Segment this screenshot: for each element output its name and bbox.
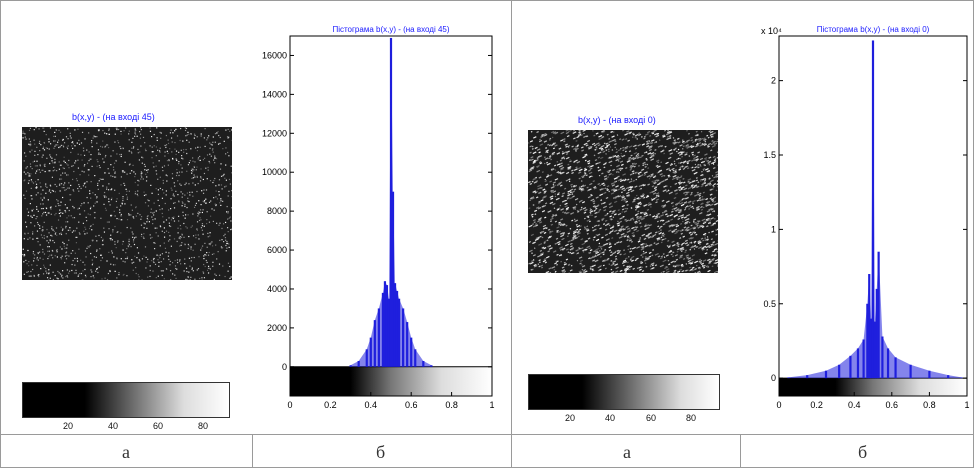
axes-box: [289, 35, 493, 397]
y-tick-label: 0: [771, 373, 776, 383]
histogram-chart-0: 0 0.5 1 1.5 2 0 0.2 0.4 0.6 0.8 1 Пістограма b(x,y)…: [761, 25, 970, 410]
x-tick-label: 0.4: [848, 400, 861, 410]
colorbar-tick: 20: [565, 413, 576, 423]
image-title: b(x,y) - (на вході 45): [72, 112, 155, 122]
histogram-bar: [787, 377, 790, 379]
colorbar-tick: 40: [108, 421, 119, 431]
y-tick-label: 6000: [267, 245, 287, 255]
colorbar: [528, 374, 720, 410]
x-tick-label: 1: [489, 400, 494, 410]
colorbar-tick: 60: [646, 413, 657, 423]
x-tick-label: 0.6: [405, 400, 418, 410]
y-tick-label: 14000: [262, 89, 287, 99]
colorbar-tick: 80: [686, 413, 697, 423]
image-title: b(x,y) - (на вході 0): [578, 115, 656, 125]
gray-strip: [290, 366, 492, 396]
colorbar-tick: 80: [198, 421, 209, 431]
x-tick-label: 0.4: [365, 400, 378, 410]
caption-a: а: [623, 442, 631, 462]
x-tick-label: 0.6: [886, 400, 899, 410]
chart-title: Пістограма b(x,y) - (на вході 45): [332, 25, 449, 34]
x-tick-label: 0.2: [810, 400, 823, 410]
divider: [252, 434, 253, 468]
histogram-chart-45: 0 2000 4000 6000 8000 10000 12000 14000 16000 0 0.…: [262, 25, 495, 410]
y-tick-label: 12000: [262, 128, 287, 138]
noise-image: [22, 127, 232, 280]
axes-box: [778, 35, 968, 397]
x-tick-label: 0.8: [923, 400, 936, 410]
caption-b: б: [858, 442, 868, 462]
y-tick-label: 0.5: [763, 299, 776, 309]
y-tick-label: 0: [282, 362, 287, 372]
colorbar: [22, 382, 230, 418]
y-tick-label: 2: [771, 76, 776, 86]
y-tick-label: 1.5: [763, 150, 776, 160]
gray-strip: [779, 378, 967, 396]
colorbar-tick: 40: [605, 413, 616, 423]
caption-b: б: [376, 442, 386, 462]
divider: [511, 0, 512, 468]
colorbar-tick: 20: [63, 421, 74, 431]
y-tick-label: 10000: [262, 167, 287, 177]
y-tick-label: 2000: [267, 323, 287, 333]
x-tick-label: 1: [964, 400, 969, 410]
histogram-envelope: [350, 37, 432, 367]
y-tick-label: 8000: [267, 206, 287, 216]
chart-title: Пістограма b(x,y) - (на вході 0): [817, 25, 930, 34]
y-tick-label: 16000: [262, 50, 287, 60]
colorbar-tick: 60: [153, 421, 164, 431]
x-tick-label: 0.8: [445, 400, 458, 410]
caption-a: а: [122, 442, 130, 462]
exponent-label: x 10⁴: [761, 26, 782, 36]
x-tick-label: 0: [287, 400, 292, 410]
noise-image: [528, 130, 718, 273]
caption-divider: [0, 434, 974, 435]
y-tick-label: 1: [771, 224, 776, 234]
divider: [740, 434, 741, 468]
x-tick-label: 0.2: [324, 400, 337, 410]
y-tick-label: 4000: [267, 284, 287, 294]
x-tick-label: 0: [776, 400, 781, 410]
histogram-envelope: [788, 40, 962, 379]
